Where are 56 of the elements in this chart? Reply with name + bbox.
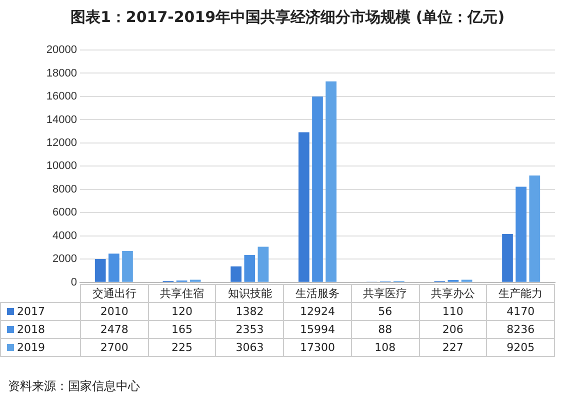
y-tick-label: 4000	[52, 230, 77, 242]
bar	[298, 132, 310, 282]
x-tick-label: 共享办公	[419, 284, 487, 302]
legend-label: 2018	[0, 320, 80, 338]
legend-label: 2019	[0, 338, 80, 356]
y-tick-label: 20000	[46, 44, 77, 56]
y-tick-label: 0	[70, 276, 77, 288]
data-label: 2700	[80, 338, 148, 356]
bar	[122, 251, 133, 282]
data-label: 2353	[216, 320, 284, 338]
data-label: 2478	[80, 320, 148, 338]
data-label: 9205	[486, 338, 554, 356]
x-tick-label: 共享住宿	[148, 284, 216, 302]
data-label: 165	[148, 320, 216, 338]
data-label: 88	[351, 320, 420, 338]
data-label: 120	[148, 302, 216, 320]
data-label: 2010	[80, 302, 148, 320]
bar	[244, 255, 256, 282]
data-label: 12924	[284, 302, 352, 320]
data-label: 3063	[216, 338, 284, 356]
x-tick-label: 生产能力	[486, 284, 554, 302]
data-label: 15994	[284, 320, 352, 338]
bar	[108, 254, 120, 282]
chart-title: 图表1：2017-2019年中国共享经济细分市场规模 (单位：亿元)	[69, 8, 506, 27]
data-label: 227	[419, 338, 487, 356]
bar	[230, 266, 242, 282]
y-tick-label: 18000	[46, 67, 77, 80]
bar	[258, 246, 269, 282]
bar	[326, 81, 336, 282]
x-tick-label: 交通出行	[80, 284, 148, 302]
y-tick-label: 16000	[46, 90, 77, 103]
y-tick-label: 8000	[52, 183, 77, 196]
y-tick-label: 2000	[52, 253, 77, 266]
y-tick-label: 10000	[46, 160, 77, 172]
bar	[312, 96, 323, 282]
data-label: 108	[351, 338, 420, 356]
x-tick-label: 生活服务	[284, 284, 352, 302]
y-tick-label: 6000	[52, 206, 77, 219]
data-label: 110	[419, 302, 487, 320]
data-label: 56	[351, 302, 420, 320]
data-label: 206	[419, 320, 487, 338]
bar	[502, 234, 513, 282]
bar	[529, 175, 540, 282]
x-tick-label: 共享医疗	[351, 284, 420, 302]
data-label: 1382	[216, 302, 284, 320]
x-tick-label: 知识技能	[216, 284, 284, 302]
y-tick-label: 14000	[46, 114, 77, 126]
data-label: 225	[148, 338, 216, 356]
bar	[516, 186, 526, 282]
y-tick-label: 12000	[46, 136, 77, 149]
text: 资料来源：国家信息中心	[8, 378, 140, 395]
data-label: 4170	[486, 302, 554, 320]
legend-label: 2017	[0, 302, 80, 320]
bar	[94, 259, 106, 282]
data-label: 17300	[284, 338, 352, 356]
data-label: 8236	[486, 320, 554, 338]
